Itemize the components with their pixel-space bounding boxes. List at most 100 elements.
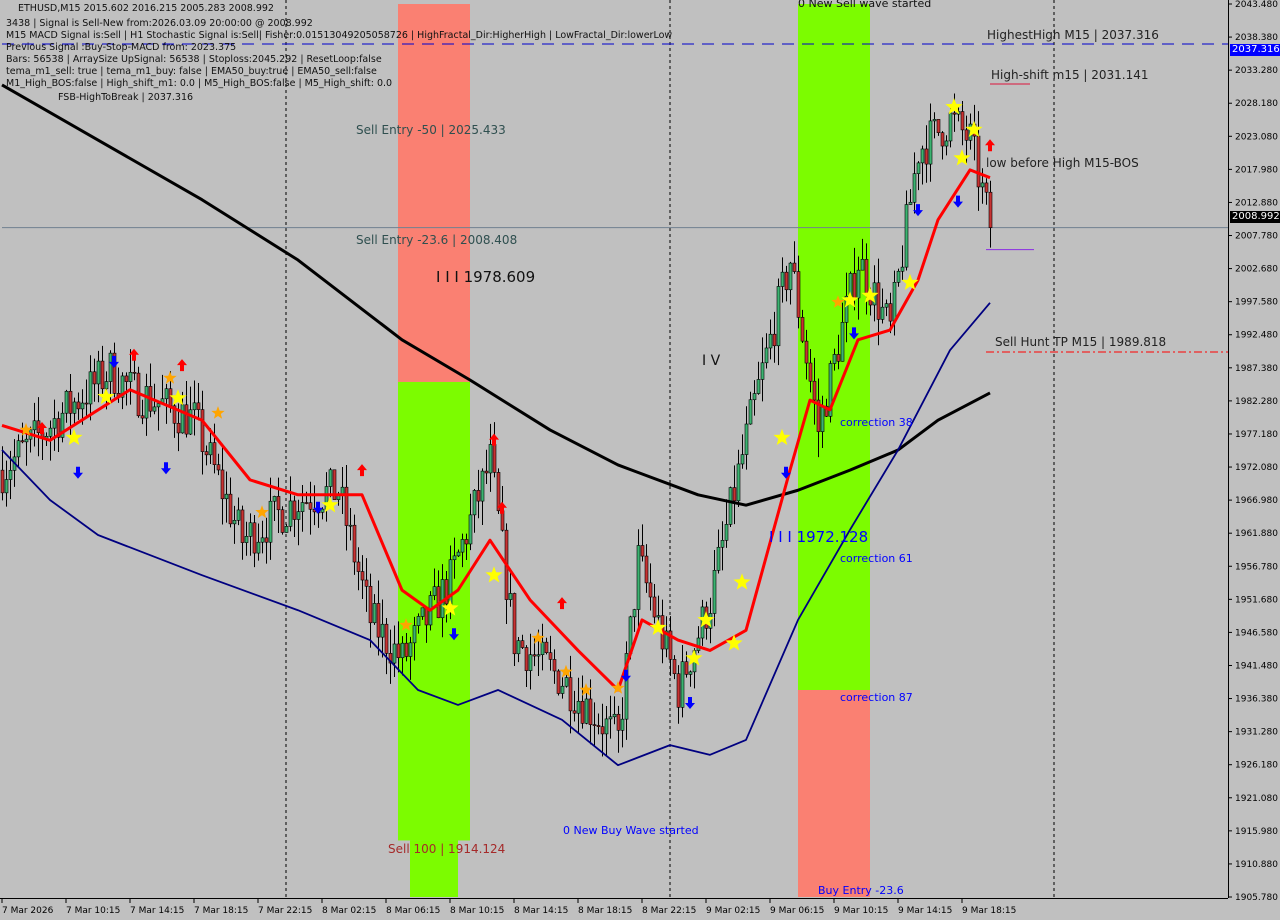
bear-candle bbox=[424, 607, 429, 626]
bear-candle bbox=[332, 469, 337, 500]
bear-candle bbox=[672, 659, 677, 675]
bear-candle bbox=[676, 673, 681, 708]
bear-candle bbox=[56, 418, 61, 438]
bear-candle bbox=[784, 271, 789, 291]
bull-candle bbox=[468, 514, 473, 545]
bear-candle bbox=[196, 402, 201, 410]
bear-candle bbox=[512, 593, 517, 655]
sell-zone bbox=[398, 4, 470, 382]
time-tick-label: 7 Mar 10:15 bbox=[66, 906, 120, 916]
price-tick-label: 1966.980 bbox=[1235, 496, 1278, 506]
time-tick-label: 7 Mar 22:15 bbox=[258, 906, 312, 916]
bull-candle bbox=[288, 500, 293, 527]
time-tick-label: 8 Mar 02:15 bbox=[322, 906, 376, 916]
bull-candle bbox=[896, 270, 901, 283]
bull-candle bbox=[48, 427, 53, 437]
wave-iii-label: I I I 1978.609 bbox=[436, 268, 536, 286]
price-tick-label: 2002.680 bbox=[1235, 265, 1278, 275]
buy-entry-label: Buy Entry -23.6 bbox=[818, 884, 904, 897]
orange-star-icon bbox=[399, 618, 413, 631]
bull-candle bbox=[740, 454, 745, 465]
bear-candle bbox=[496, 472, 501, 512]
bull-candle bbox=[776, 286, 781, 347]
orange-star-icon bbox=[579, 683, 593, 696]
bull-candle bbox=[892, 282, 897, 322]
bear-candle bbox=[616, 713, 621, 731]
time-axis[interactable]: 7 Mar 2026 7 Mar 10:15 7 Mar 14:15 7 Mar 18… bbox=[1, 898, 1016, 916]
bear-candle bbox=[292, 500, 297, 520]
bull-candle bbox=[928, 120, 933, 165]
bear-candle bbox=[864, 259, 869, 296]
sell-arrow-icon bbox=[37, 421, 47, 434]
price-tick-label: 1941.480 bbox=[1235, 661, 1278, 671]
bear-candle bbox=[112, 352, 117, 394]
bear-candle bbox=[240, 509, 245, 543]
yellow-star-icon bbox=[97, 387, 115, 405]
bear-candle bbox=[552, 659, 557, 672]
price-axis[interactable]: 2043.480 2038.380 2033.280 2028.180 2023.080… bbox=[1228, 0, 1278, 903]
bear-candle bbox=[476, 490, 481, 502]
bull-candle bbox=[480, 470, 485, 502]
bull-candle bbox=[756, 379, 761, 394]
price-tick-label: 2028.180 bbox=[1235, 99, 1278, 109]
bear-candle bbox=[220, 469, 225, 500]
bear-candle bbox=[960, 111, 965, 131]
bull-candle bbox=[164, 388, 169, 400]
bull-candle bbox=[328, 469, 333, 487]
bear-candle bbox=[940, 132, 945, 147]
bear-candle bbox=[464, 539, 469, 545]
buy-arrow-icon bbox=[161, 462, 171, 475]
bear-candle bbox=[264, 537, 269, 543]
info-line-2: M15 MACD Signal is:Sell | H1 Stochastic … bbox=[6, 30, 673, 41]
bull-candle bbox=[456, 551, 461, 557]
sell-zone bbox=[798, 689, 870, 897]
bull-candle bbox=[632, 609, 637, 618]
low-before-high-label: low before High M15-BOS bbox=[986, 156, 1139, 170]
high-shift-label: High-shift m15 | 2031.141 bbox=[991, 68, 1149, 82]
bull-candle bbox=[432, 586, 437, 596]
bull-candle bbox=[16, 440, 21, 458]
bull-candle bbox=[696, 637, 701, 651]
bull-candle bbox=[584, 698, 589, 724]
bear-candle bbox=[600, 726, 605, 735]
bear-candle bbox=[964, 129, 969, 141]
price-tick-label: 1972.080 bbox=[1235, 463, 1278, 473]
bull-candle bbox=[636, 545, 641, 610]
bull-candle bbox=[948, 112, 953, 142]
bear-candle bbox=[176, 422, 181, 434]
yellow-star-icon bbox=[685, 649, 703, 666]
bull-candle bbox=[508, 593, 513, 600]
bull-candle bbox=[392, 643, 397, 664]
bear-candle bbox=[388, 653, 393, 664]
bear-candle bbox=[924, 148, 929, 165]
info-line-3: Previous Signal :Buy-Stop-MACD from: 202… bbox=[6, 42, 237, 53]
sell-entry-50-label: Sell Entry -50 | 2025.433 bbox=[356, 123, 506, 137]
bear-candle bbox=[640, 545, 645, 557]
time-tick-label: 8 Mar 18:15 bbox=[578, 906, 632, 916]
bear-candle bbox=[252, 522, 257, 554]
yellow-star-icon bbox=[901, 273, 919, 290]
bear-candle bbox=[484, 470, 489, 474]
buy-arrow-icon bbox=[685, 696, 695, 709]
bull-candle bbox=[624, 653, 629, 720]
yellow-star-icon bbox=[773, 428, 791, 445]
bull-candle bbox=[60, 412, 65, 438]
orange-star-icon bbox=[211, 406, 225, 419]
buy-zone bbox=[398, 381, 470, 841]
orange-star-icon bbox=[19, 422, 33, 436]
bull-candle bbox=[232, 520, 237, 525]
bull-candle bbox=[920, 148, 925, 164]
ma-navy-line bbox=[1, 302, 991, 767]
bear-candle bbox=[212, 442, 217, 465]
yellow-star-icon bbox=[485, 566, 503, 583]
bear-candle bbox=[824, 405, 829, 417]
bull-candle bbox=[860, 259, 865, 271]
wave-iii-b-label: I I I 1972.128 bbox=[769, 528, 869, 546]
bear-candle bbox=[492, 444, 497, 473]
bull-candle bbox=[192, 402, 197, 411]
bull-candle bbox=[300, 502, 305, 512]
correction-38-label: correction 38 bbox=[840, 416, 913, 429]
correction-61-label: correction 61 bbox=[840, 552, 913, 565]
bull-candle bbox=[152, 406, 157, 412]
